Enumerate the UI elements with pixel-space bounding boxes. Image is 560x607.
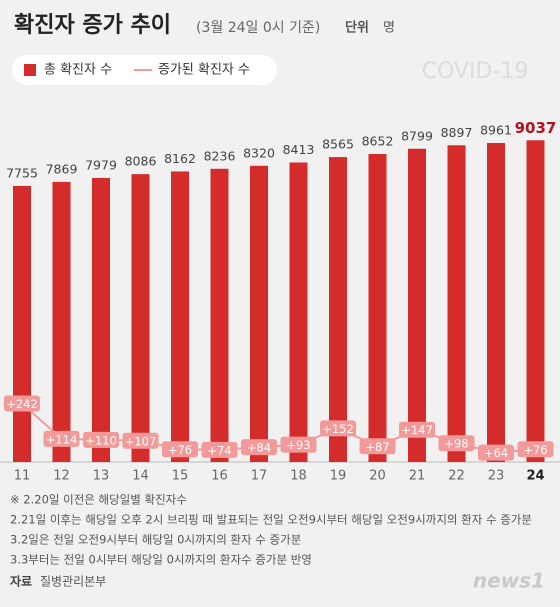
x-tick-label: 11 (14, 469, 31, 484)
data-label: 8799 (401, 128, 433, 143)
data-label: 8162 (164, 151, 196, 166)
data-label: +84 (247, 441, 271, 455)
data-label-bg (241, 439, 277, 456)
note: ※ 2.20일 이전은 해당일별 확진자수 (10, 493, 187, 507)
unit: 명 (383, 21, 395, 36)
data-label: 7869 (46, 161, 78, 176)
data-label: 7979 (85, 157, 117, 172)
bar (368, 153, 387, 462)
data-label-bg (122, 432, 159, 449)
bar (408, 148, 426, 462)
bar (171, 171, 189, 462)
bar (487, 142, 505, 462)
bar (447, 145, 466, 463)
bar (329, 157, 347, 462)
data-label: 8320 (243, 145, 275, 160)
data-label: 7755 (6, 165, 38, 180)
data-label: 8961 (480, 122, 512, 137)
unit-label: 단위 (345, 20, 369, 36)
data-label: +110 (85, 433, 117, 447)
x-tick-label: 24 (526, 469, 544, 484)
chart-title: 확진자 증가 추이 (14, 13, 171, 38)
data-label-bg (4, 395, 40, 412)
bar (526, 140, 545, 462)
data-label: +98 (444, 437, 468, 451)
x-tick-label: 22 (448, 469, 465, 484)
x-tick-label: 20 (369, 469, 386, 484)
bar (92, 177, 110, 462)
data-label: 8652 (362, 133, 394, 148)
data-label: +152 (322, 422, 354, 436)
data-label: +93 (286, 438, 310, 452)
data-label: +87 (365, 440, 389, 454)
data-label-bg (43, 430, 80, 447)
data-label: +64 (484, 446, 508, 460)
source-label: 자료 (10, 574, 32, 589)
data-label: 8897 (441, 125, 473, 140)
bar (210, 168, 229, 462)
data-label: 8565 (322, 137, 354, 152)
watermark: COVID-19 (422, 59, 529, 84)
data-label: +76 (168, 443, 192, 457)
x-tick-label: 18 (290, 469, 307, 484)
data-label: +107 (125, 434, 157, 448)
logo: news1 (473, 569, 545, 593)
data-label: 9037 (515, 119, 557, 137)
data-label: +242 (6, 397, 38, 411)
x-tick-label: 23 (488, 469, 505, 484)
data-label-bg (478, 444, 514, 461)
data-label-bg (162, 441, 198, 458)
data-label-bg (201, 441, 238, 458)
x-tick-label: 12 (53, 469, 70, 484)
data-label-bg (438, 435, 475, 452)
legend-swatch (24, 64, 36, 76)
data-label: +114 (46, 432, 78, 446)
data-label: 8086 (125, 154, 157, 169)
data-label: 8413 (283, 142, 315, 157)
x-tick-label: 13 (93, 469, 110, 484)
data-label: +76 (523, 443, 547, 457)
source: 질병관리본부 (40, 575, 106, 589)
legend-label: 증가된 확진자 수 (158, 63, 250, 78)
bar (289, 162, 308, 462)
bar (13, 185, 31, 462)
data-label: +74 (207, 443, 231, 457)
x-tick-label: 16 (211, 469, 228, 484)
data-label-bg (83, 431, 119, 448)
legend-label: 총 확진자 수 (44, 63, 112, 78)
x-tick-label: 14 (132, 469, 149, 484)
note: 3.2일은 전일 오전9시부터 해당일 0시까지의 환자 수 증가분 (10, 533, 301, 547)
x-tick-label: 21 (409, 469, 426, 484)
data-label-bg (399, 421, 435, 438)
x-tick-label: 15 (172, 469, 189, 484)
bar (52, 181, 71, 463)
data-label-bg (280, 436, 317, 453)
x-tick-label: 19 (330, 469, 347, 484)
data-label-bg (320, 420, 356, 437)
bar (250, 165, 268, 463)
data-label: +147 (401, 423, 433, 437)
note: 2.21일 이후는 해당일 오후 2시 브리핑 때 발표되는 전일 오전9시부터… (10, 513, 532, 527)
data-label-bg (517, 441, 554, 458)
data-label: 8236 (204, 148, 236, 163)
data-label-bg (359, 438, 396, 455)
bar (131, 174, 150, 462)
note: 3.3부터는 전일 0시부터 해당일 0시까지의 환자수 증가분 반영 (10, 553, 312, 567)
x-tick-label: 17 (251, 469, 268, 484)
chart-subtitle: (3월 24일 0시 기준) (196, 20, 320, 36)
